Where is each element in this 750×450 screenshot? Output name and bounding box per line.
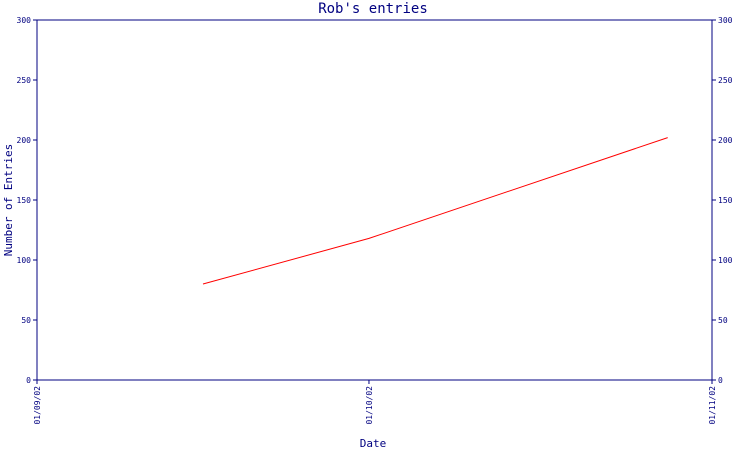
series-line-0 bbox=[202, 137, 668, 285]
y-axis-left: 0 50 100 150 200 250 300 bbox=[17, 16, 37, 385]
x-tick-label-1: 01/10/02 bbox=[365, 386, 374, 425]
y-tick-label-left-3: 150 bbox=[17, 196, 32, 205]
y-tick-label-right-3: 150 bbox=[718, 196, 733, 205]
y-tick-label-right-6: 300 bbox=[718, 16, 733, 25]
x-axis-label: Date bbox=[360, 437, 387, 450]
y-tick-label-right-4: 200 bbox=[718, 136, 733, 145]
y-tick-label-right-2: 100 bbox=[718, 256, 733, 265]
y-tick-label-left-0: 0 bbox=[26, 376, 31, 385]
y-tick-label-left-5: 250 bbox=[17, 76, 32, 85]
x-tick-label-2: 01/11/02 bbox=[708, 386, 717, 425]
y-tick-label-left-1: 50 bbox=[21, 316, 31, 325]
plot-frame bbox=[36, 19, 713, 381]
y-axis-label: Number of Entries bbox=[2, 144, 15, 257]
y-axis-right: 0 50 100 150 200 250 300 bbox=[712, 16, 733, 385]
chart-title: Rob's entries bbox=[318, 1, 428, 17]
x-tick-label-0: 01/09/02 bbox=[33, 386, 42, 425]
y-tick-label-left-4: 200 bbox=[17, 136, 32, 145]
x-axis: 01/09/02 01/10/02 01/11/02 bbox=[33, 380, 717, 425]
y-tick-label-left-6: 300 bbox=[17, 16, 32, 25]
y-tick-label-right-5: 250 bbox=[718, 76, 733, 85]
y-tick-label-right-1: 50 bbox=[718, 316, 728, 325]
series-layer bbox=[202, 137, 668, 285]
y-tick-label-right-0: 0 bbox=[718, 376, 723, 385]
y-tick-label-left-2: 100 bbox=[17, 256, 32, 265]
